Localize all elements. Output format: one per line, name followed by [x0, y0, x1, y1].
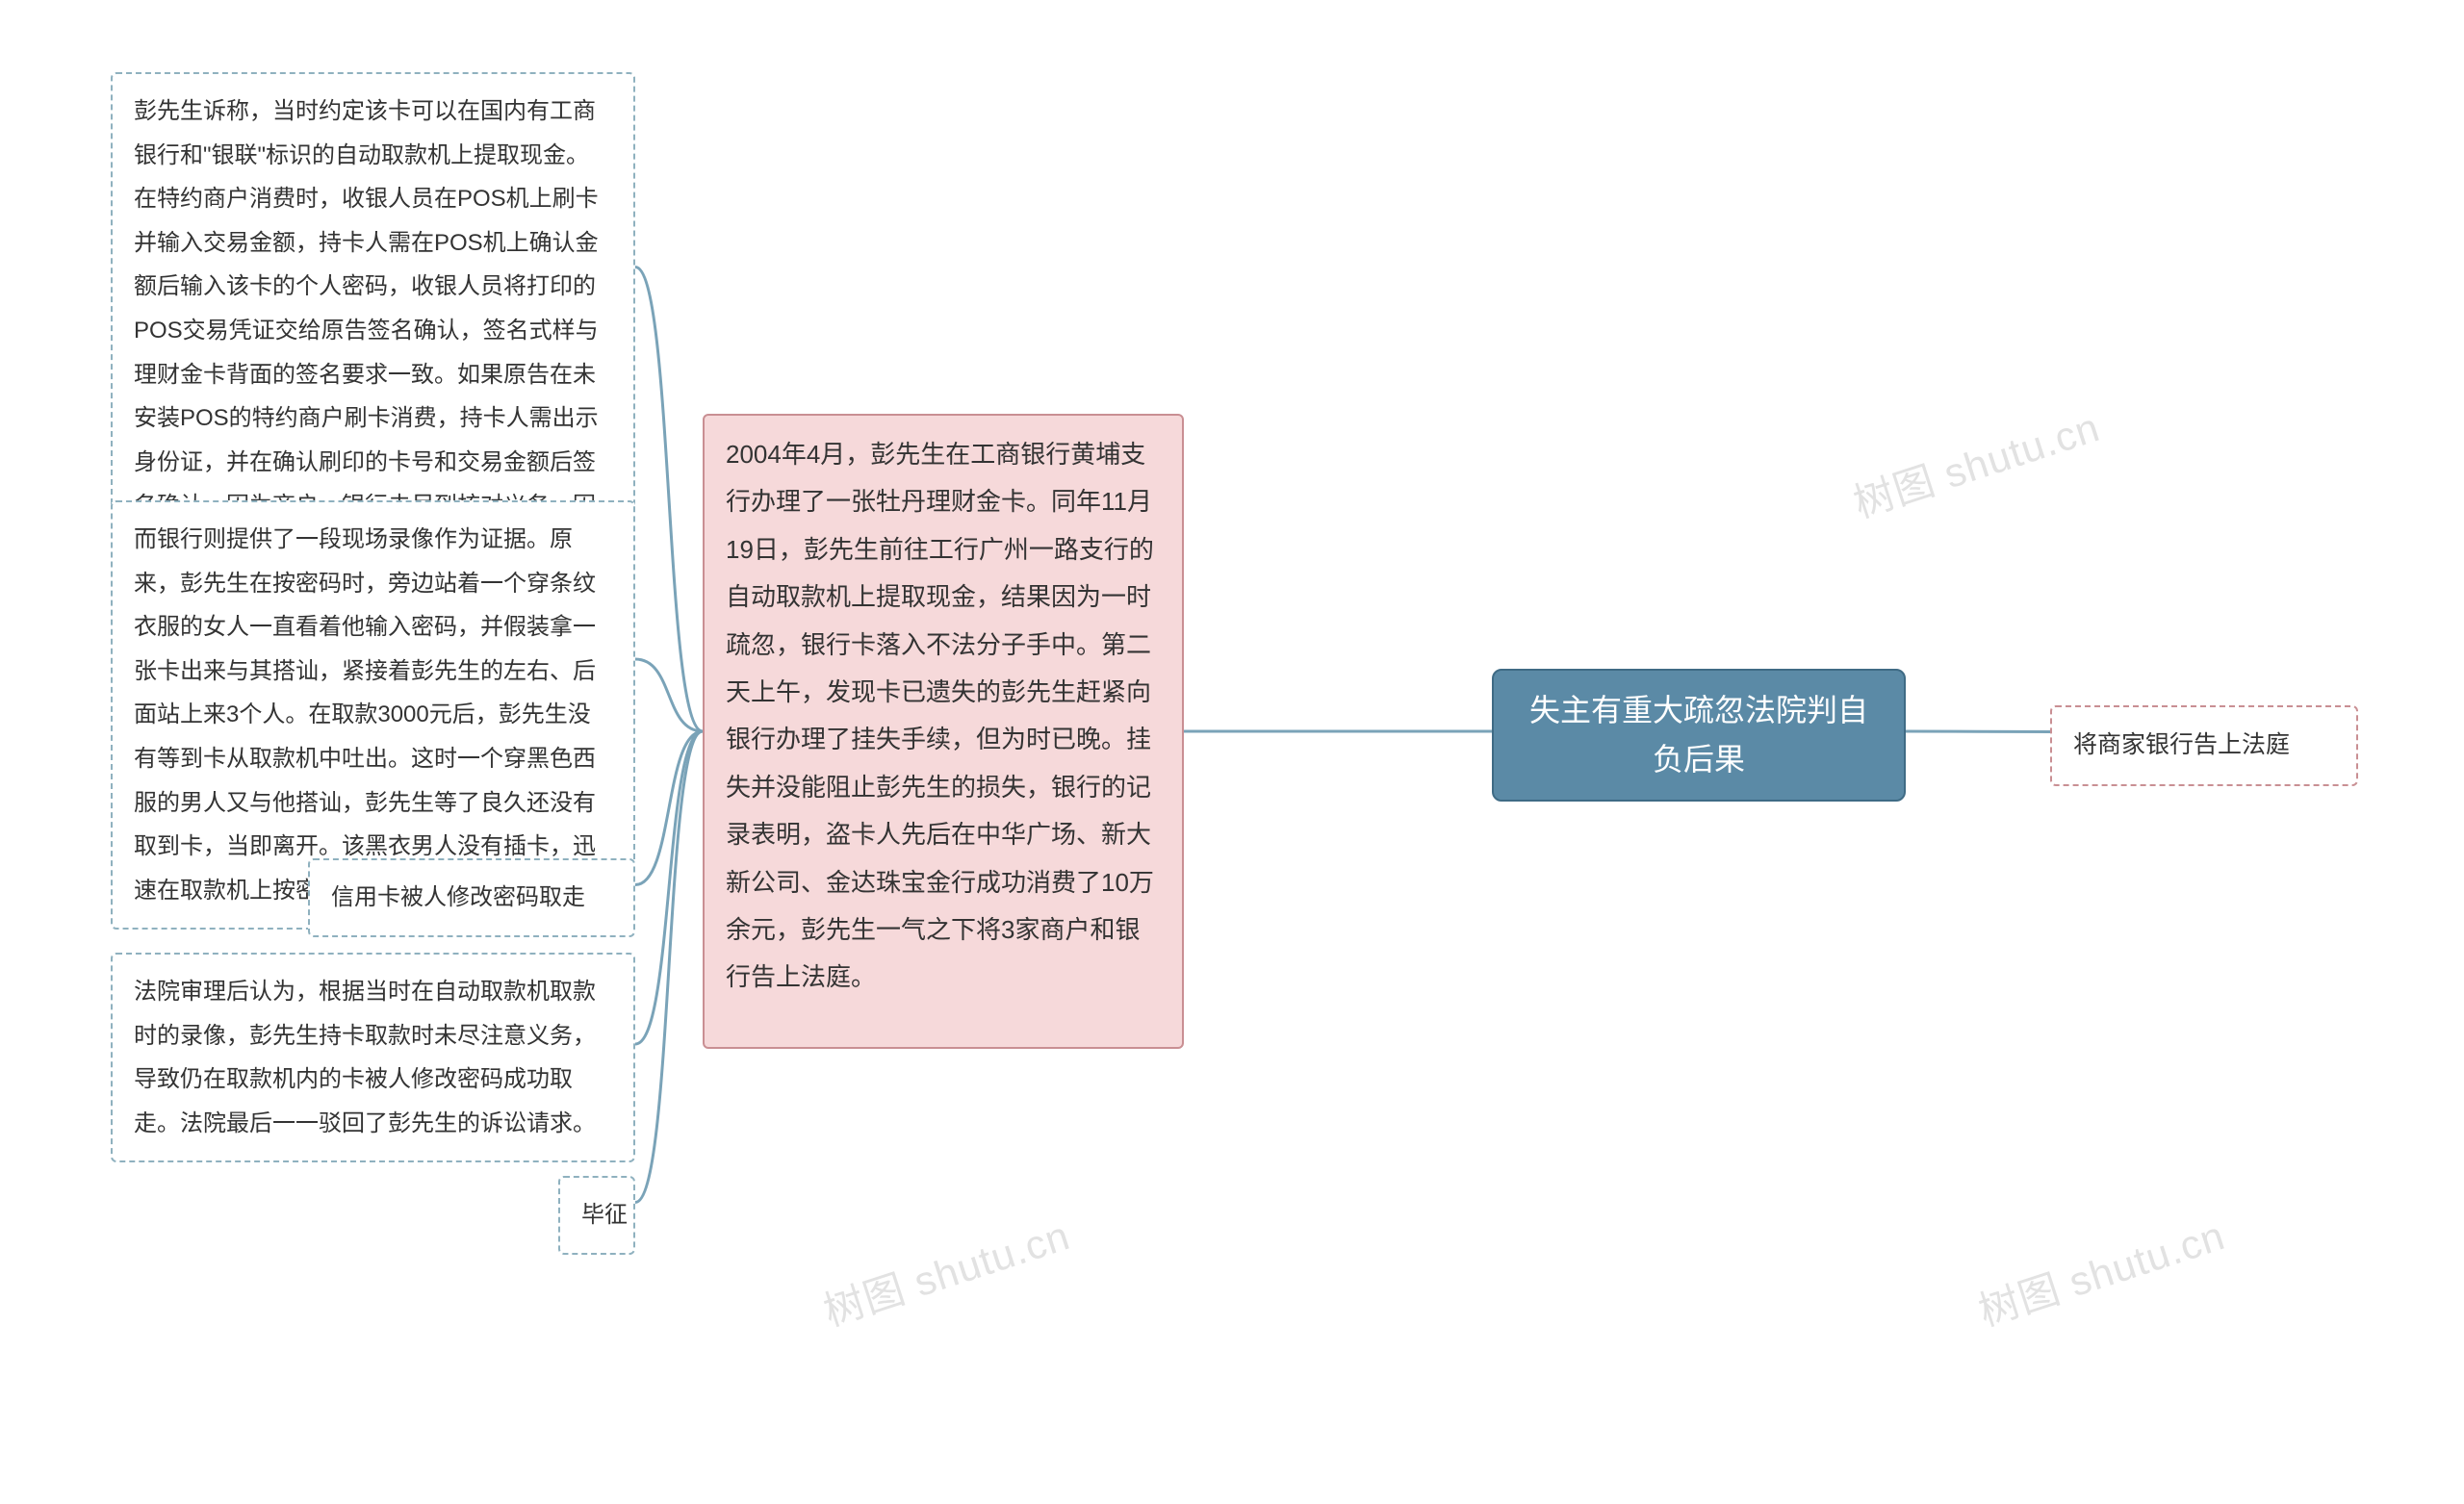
- root-node-label: 失主有重大疏忽法院判自负后果: [1515, 686, 1883, 784]
- root-node[interactable]: 失主有重大疏忽法院判自负后果: [1492, 669, 1906, 802]
- watermark: 树图 shutu.cn: [1845, 395, 2106, 529]
- leaf-node-author[interactable]: 毕征: [558, 1176, 635, 1255]
- watermark: 树图 shutu.cn: [815, 1203, 1076, 1338]
- mindmap-canvas: 树图 shutu.cn 树图 shutu.cn 树图 shutu.cn 树图 s…: [0, 0, 2464, 1504]
- leaf-node-court-ruling[interactable]: 法院审理后认为，根据当时在自动取款机取款时的录像，彭先生持卡取款时未尽注意义务，…: [111, 953, 635, 1162]
- right-node-sue[interactable]: 将商家银行告上法庭: [2050, 705, 2358, 786]
- leaf-node-password-changed[interactable]: 信用卡被人修改密码取走: [308, 858, 635, 937]
- story-node[interactable]: 2004年4月，彭先生在工商银行黄埔支行办理了一张牡丹理财金卡。同年11月19日…: [703, 414, 1184, 1049]
- watermark: 树图 shutu.cn: [1970, 1203, 2231, 1338]
